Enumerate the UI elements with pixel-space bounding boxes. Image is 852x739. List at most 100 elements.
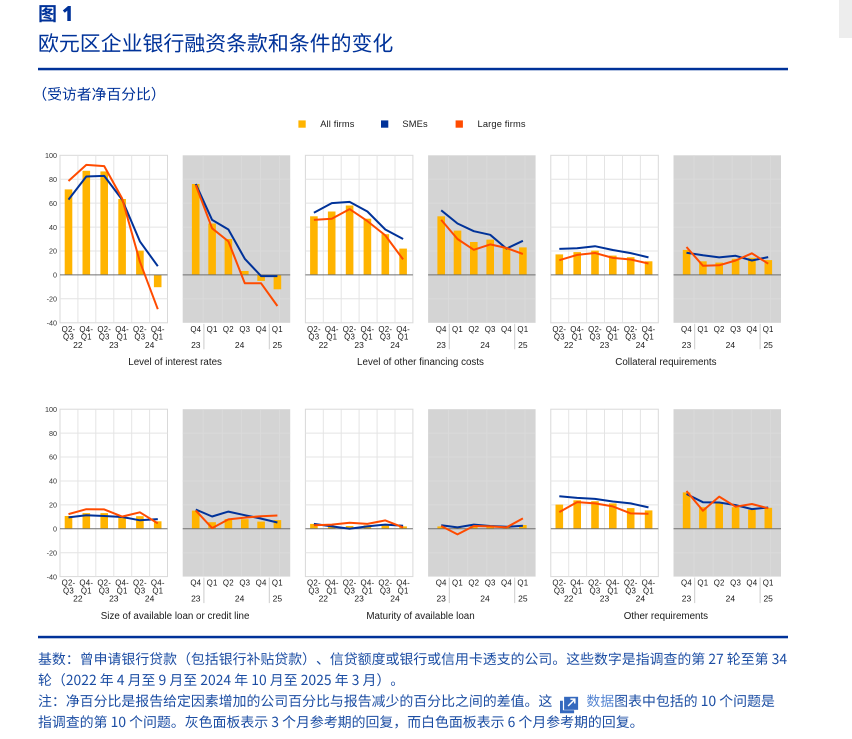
svg-text:Q1: Q1 <box>272 579 283 588</box>
svg-text:Q1: Q1 <box>763 579 774 588</box>
svg-text:-40: -40 <box>47 572 57 581</box>
svg-text:Q1: Q1 <box>117 333 128 342</box>
svg-text:Q3: Q3 <box>730 579 741 588</box>
svg-text:22: 22 <box>564 594 574 604</box>
svg-text:Q2-: Q2- <box>588 325 602 334</box>
svg-text:20: 20 <box>49 501 57 510</box>
svg-text:Q1: Q1 <box>117 586 128 595</box>
svg-text:-20: -20 <box>47 548 57 557</box>
svg-text:Q2-: Q2- <box>307 579 321 588</box>
svg-text:Q2-: Q2- <box>552 579 566 588</box>
svg-text:Q3: Q3 <box>730 325 741 334</box>
svg-text:Q3: Q3 <box>380 586 391 595</box>
svg-text:Q2-: Q2- <box>97 579 111 588</box>
svg-text:Q1: Q1 <box>452 325 463 334</box>
svg-text:-20: -20 <box>47 295 57 304</box>
svg-text:24: 24 <box>390 340 400 350</box>
svg-text:Q2: Q2 <box>714 579 725 588</box>
svg-text:Q1: Q1 <box>763 325 774 334</box>
svg-text:24: 24 <box>636 340 646 350</box>
svg-text:Q1: Q1 <box>272 325 283 334</box>
svg-text:0: 0 <box>53 271 57 280</box>
svg-text:Q4: Q4 <box>436 579 447 588</box>
svg-text:Q1: Q1 <box>607 586 618 595</box>
svg-text:23: 23 <box>109 594 119 604</box>
svg-text:Q1: Q1 <box>643 586 654 595</box>
svg-text:Q1: Q1 <box>81 333 92 342</box>
svg-text:Q1: Q1 <box>572 333 583 342</box>
svg-text:24: 24 <box>480 340 490 350</box>
svg-text:Q4: Q4 <box>256 579 267 588</box>
svg-text:Level of other financing costs: Level of other financing costs <box>357 357 484 368</box>
svg-text:Q3: Q3 <box>625 586 636 595</box>
svg-text:40: 40 <box>49 477 57 486</box>
svg-text:25: 25 <box>273 340 283 350</box>
svg-text:Q3: Q3 <box>590 586 601 595</box>
svg-text:Q4-: Q4- <box>325 325 339 334</box>
svg-text:Q4: Q4 <box>501 325 512 334</box>
svg-text:Q1: Q1 <box>362 333 373 342</box>
svg-text:Q1: Q1 <box>517 325 528 334</box>
svg-text:Q4-: Q4- <box>396 579 410 588</box>
svg-text:Collateral requirements: Collateral requirements <box>615 357 716 368</box>
svg-text:Q1: Q1 <box>607 333 618 342</box>
svg-text:23: 23 <box>109 340 119 350</box>
svg-text:Q1: Q1 <box>152 333 163 342</box>
svg-text:Q4-: Q4- <box>115 325 129 334</box>
svg-text:SMEs: SMEs <box>402 119 428 129</box>
svg-text:24: 24 <box>726 340 736 350</box>
svg-text:Q4-: Q4- <box>606 579 620 588</box>
svg-text:Q1: Q1 <box>326 333 337 342</box>
svg-text:Q1: Q1 <box>81 586 92 595</box>
svg-text:Q3: Q3 <box>344 586 355 595</box>
svg-text:23: 23 <box>600 340 610 350</box>
svg-text:60: 60 <box>49 453 57 462</box>
svg-text:Q4-: Q4- <box>325 579 339 588</box>
svg-text:Q2: Q2 <box>468 579 479 588</box>
svg-text:Q2: Q2 <box>468 325 479 334</box>
svg-text:80: 80 <box>49 175 57 184</box>
svg-text:23: 23 <box>354 594 364 604</box>
svg-text:-40: -40 <box>47 318 57 327</box>
svg-text:24: 24 <box>390 594 400 604</box>
svg-text:Q1: Q1 <box>697 325 708 334</box>
svg-text:22: 22 <box>73 594 83 604</box>
svg-text:Q1: Q1 <box>207 325 218 334</box>
svg-text:Q1: Q1 <box>697 579 708 588</box>
svg-text:Q3: Q3 <box>590 333 601 342</box>
svg-text:25: 25 <box>518 594 528 604</box>
svg-text:Q4-: Q4- <box>570 325 584 334</box>
svg-text:Q3: Q3 <box>554 586 565 595</box>
svg-text:Q2-: Q2- <box>133 325 147 334</box>
svg-text:Q4: Q4 <box>256 325 267 334</box>
svg-text:60: 60 <box>49 199 57 208</box>
svg-text:Q3: Q3 <box>485 325 496 334</box>
svg-text:Q4-: Q4- <box>151 325 165 334</box>
svg-text:22: 22 <box>73 340 83 350</box>
svg-text:Q1: Q1 <box>452 579 463 588</box>
svg-text:Q2: Q2 <box>223 325 234 334</box>
svg-text:Large firms: Large firms <box>478 119 526 129</box>
svg-text:25: 25 <box>763 594 773 604</box>
svg-text:Q3: Q3 <box>308 586 319 595</box>
svg-text:100: 100 <box>45 151 57 160</box>
svg-text:Q3: Q3 <box>134 586 145 595</box>
svg-text:40: 40 <box>49 223 57 232</box>
svg-text:23: 23 <box>682 594 692 604</box>
svg-text:Q2: Q2 <box>714 325 725 334</box>
svg-text:Other requirements: Other requirements <box>624 611 708 622</box>
svg-text:Q2-: Q2- <box>588 579 602 588</box>
svg-text:Q2-: Q2- <box>343 325 357 334</box>
svg-text:Q2-: Q2- <box>62 579 76 588</box>
svg-text:Q1: Q1 <box>207 579 218 588</box>
svg-text:Q2-: Q2- <box>624 579 638 588</box>
svg-text:Q4-: Q4- <box>151 579 165 588</box>
svg-text:Q2-: Q2- <box>552 325 566 334</box>
svg-text:Q4-: Q4- <box>396 325 410 334</box>
svg-text:23: 23 <box>191 340 201 350</box>
svg-text:20: 20 <box>49 247 57 256</box>
svg-text:Q3: Q3 <box>134 333 145 342</box>
svg-text:Q3: Q3 <box>63 586 74 595</box>
svg-text:23: 23 <box>682 340 692 350</box>
svg-text:Q2-: Q2- <box>378 579 392 588</box>
